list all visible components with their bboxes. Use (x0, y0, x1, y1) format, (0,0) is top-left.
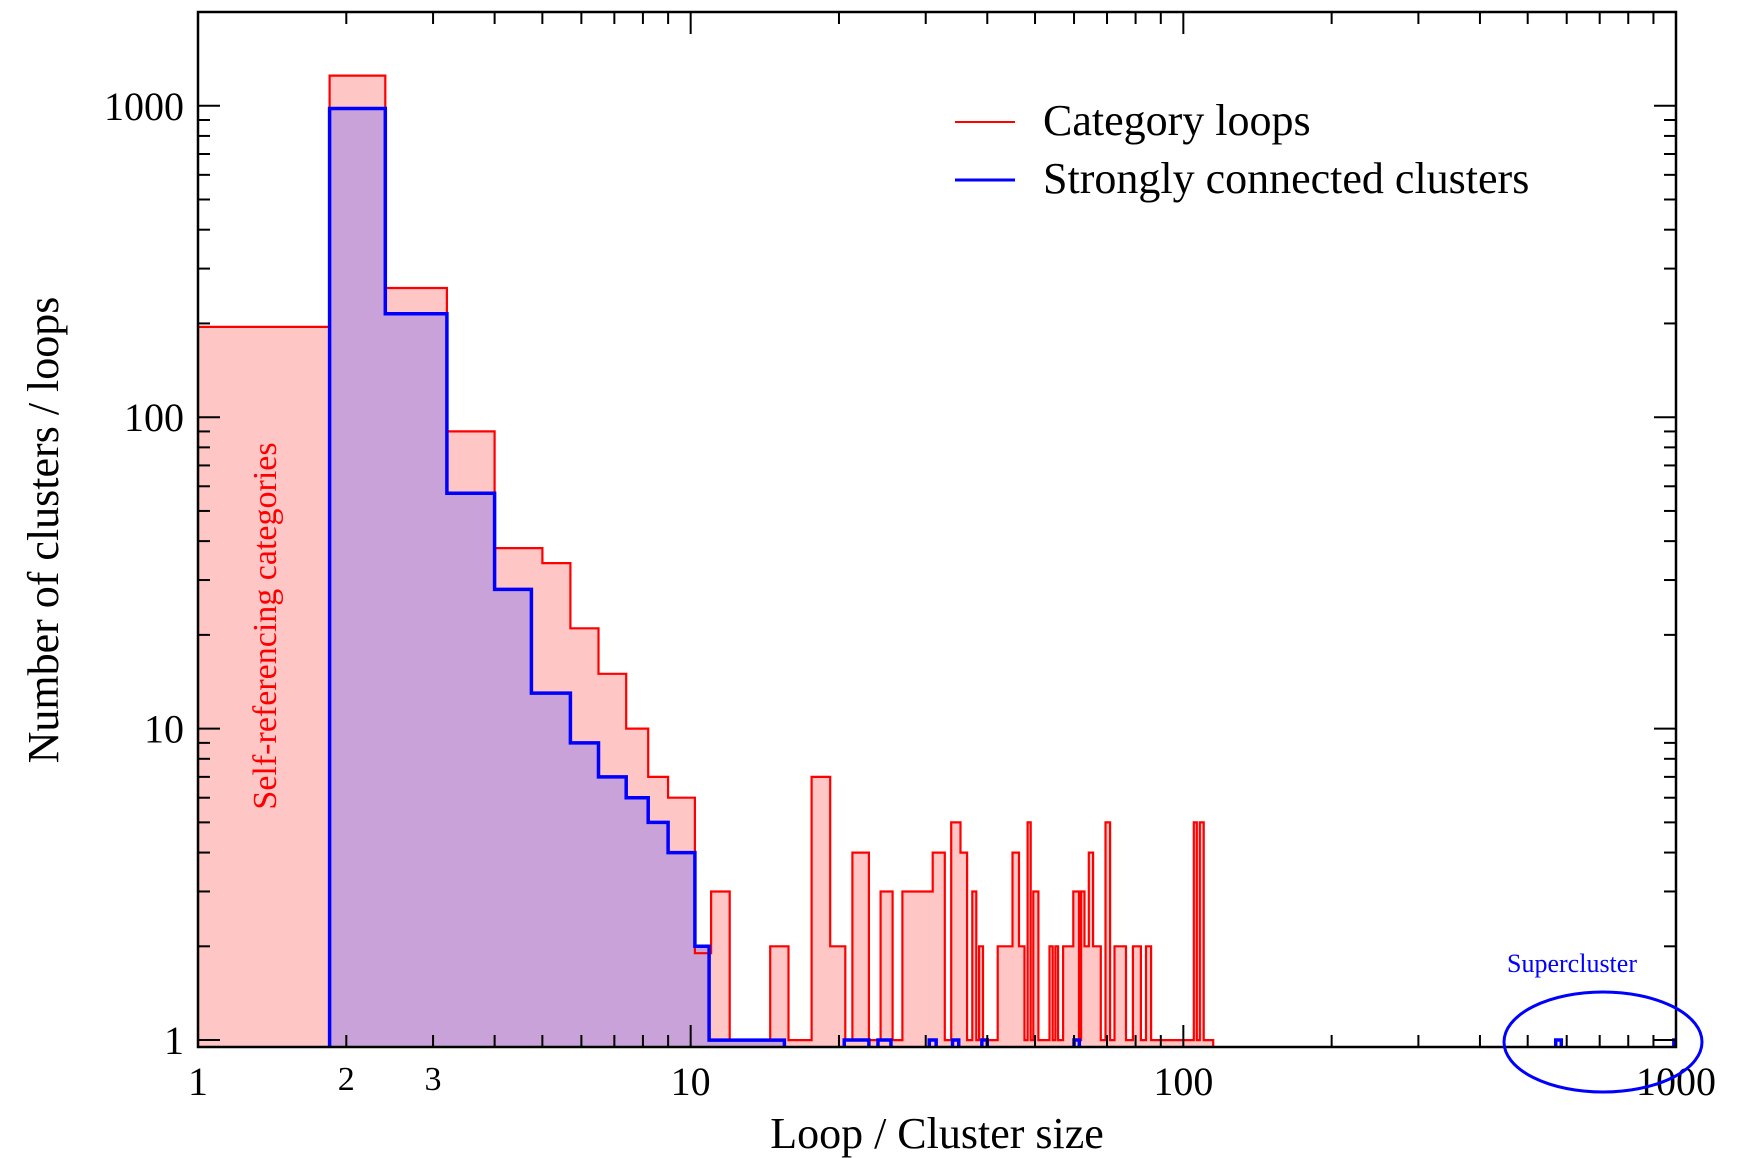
legend: Category loops Strongly connected cluste… (955, 96, 1529, 203)
x-tick-label: 3 (425, 1061, 442, 1098)
tick-labels: 1 2 3 10 100 1000 1 10 100 1000 (104, 84, 1716, 1104)
histogram-fills (198, 75, 1214, 1047)
y-tick-label: 1000 (104, 84, 184, 129)
y-tick-label: 100 (124, 395, 184, 440)
series-bar-1-1 (876, 1038, 893, 1047)
x-tick-label: 1000 (1636, 1059, 1716, 1104)
legend-label-strongly-connected: Strongly connected clusters (1043, 154, 1529, 203)
series-bar-1-0 (842, 1038, 871, 1047)
x-tick-label: 2 (338, 1061, 355, 1098)
axis-ticks (197, 11, 1676, 1047)
y-tick-label: 10 (144, 707, 184, 752)
series-line-0 (198, 74, 1215, 1047)
x-axis-label: Loop / Cluster size (770, 1109, 1104, 1158)
annotation-supercluster: Supercluster (1507, 949, 1637, 978)
series-bar-1-2 (927, 1038, 938, 1047)
y-tick-label: 1 (164, 1018, 184, 1063)
histogram-lines (198, 74, 1676, 1047)
series-fill-1 (329, 108, 785, 1047)
x-tick-label: 100 (1153, 1059, 1213, 1104)
x-tick-label: 1 (188, 1059, 208, 1104)
plot-frame (196, 10, 1678, 1049)
series-bar-1-6 (1553, 1038, 1564, 1047)
series-bar-1-3 (950, 1038, 961, 1047)
y-axis-label: Number of clusters / loops (19, 297, 68, 764)
series-line-1 (327, 106, 787, 1047)
annotation-self-referencing: Self-referencing categories (247, 442, 284, 809)
supercluster-ellipse (1502, 990, 1704, 1094)
x-tick-label: 10 (671, 1059, 711, 1104)
legend-label-category-loops: Category loops (1043, 96, 1311, 145)
